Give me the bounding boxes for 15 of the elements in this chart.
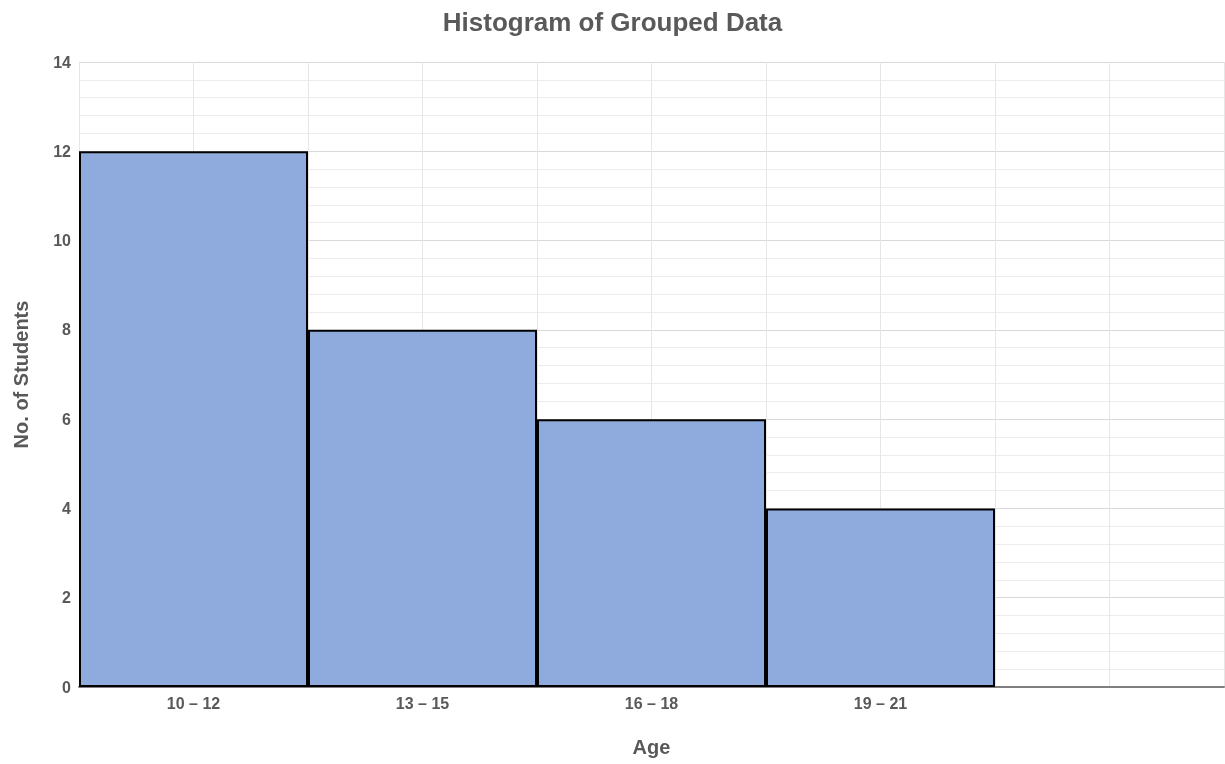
x-tick-label: 13 – 15 bbox=[395, 694, 450, 712]
x-tick-label: 19 – 21 bbox=[853, 694, 908, 712]
x-tick-label: 16 – 18 bbox=[624, 694, 679, 712]
chart-title: Histogram of Grouped Data bbox=[442, 7, 783, 37]
y-tick-label: 6 bbox=[62, 410, 72, 428]
y-tick-label: 4 bbox=[62, 499, 72, 517]
y-tick-label: 0 bbox=[62, 678, 72, 696]
y-tick-label: 12 bbox=[53, 142, 72, 160]
y-tick-label: 14 bbox=[53, 53, 72, 71]
y-tick-label: 10 bbox=[53, 232, 72, 250]
y-tick-label: 8 bbox=[62, 321, 72, 339]
y-tick-label: 2 bbox=[62, 589, 72, 607]
x-axis-title: Age bbox=[632, 736, 671, 758]
x-tick-label: 10 – 12 bbox=[166, 694, 221, 712]
y-axis-title: No. of Students bbox=[10, 300, 32, 449]
